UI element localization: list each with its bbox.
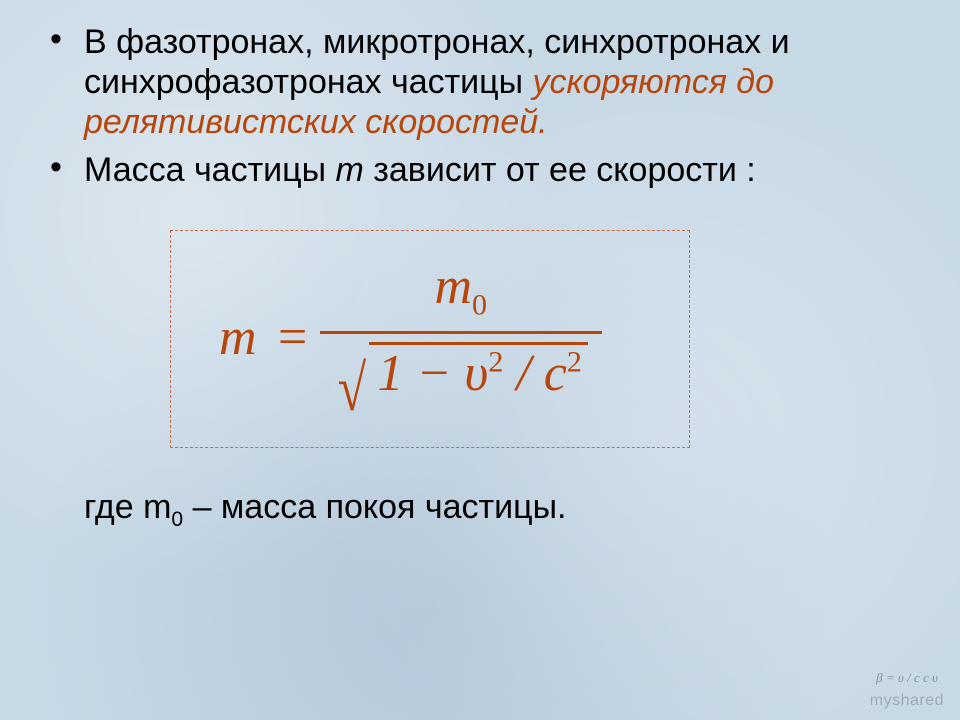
relativistic-mass-formula: m = m0 √ 1 − υ2 / c2 — [219, 257, 629, 416]
slide-content: В фазотронах, микротронах, синхротронах … — [40, 22, 920, 532]
bullet-2-pre: Масса частицы — [84, 151, 336, 189]
radicand-sup2: 2 — [567, 346, 582, 379]
bullet-2-post: зависит от ее скорости : — [364, 151, 756, 189]
radicand-pre: 1 − υ — [377, 345, 488, 402]
watermark: myshared — [870, 692, 944, 710]
formula-box: m = m0 √ 1 − υ2 / c2 — [170, 230, 690, 447]
bullet-2: Масса частицы m зависит от ее скорости : — [40, 150, 920, 190]
bullet-1: В фазотронах, микротронах, синхротронах … — [40, 22, 920, 142]
tail-post: – масса покоя частицы. — [183, 488, 566, 526]
square-root: √ 1 − υ2 / c2 — [334, 342, 588, 403]
numerator-sub: 0 — [472, 289, 487, 322]
radical-sign: √ — [337, 370, 366, 409]
radicand: 1 − υ2 / c2 — [369, 342, 588, 403]
numerator: m0 — [420, 257, 501, 322]
tail-pre: где m — [84, 488, 171, 526]
bullet-list: В фазотронах, микротронах, синхротронах … — [40, 22, 920, 190]
equals-sign: = — [275, 308, 320, 367]
corner-note: β = υ / c c υ — [876, 670, 938, 686]
vinculum — [369, 342, 588, 345]
fraction-bar — [320, 331, 602, 334]
fraction: m0 √ 1 − υ2 / c2 — [320, 257, 602, 416]
formula-lhs: m — [219, 308, 275, 367]
radicand-mid: / c — [503, 345, 567, 402]
tail-sub: 0 — [171, 508, 183, 531]
numerator-m: m — [434, 258, 472, 315]
radicand-sup1: 2 — [488, 346, 503, 379]
denominator: √ 1 − υ2 / c2 — [320, 342, 602, 417]
bullet-2-m: m — [336, 151, 364, 189]
slide: В фазотронах, микротронах, синхротронах … — [0, 0, 960, 720]
footnote-line: где m0 – масса покоя частицы. — [40, 488, 920, 532]
